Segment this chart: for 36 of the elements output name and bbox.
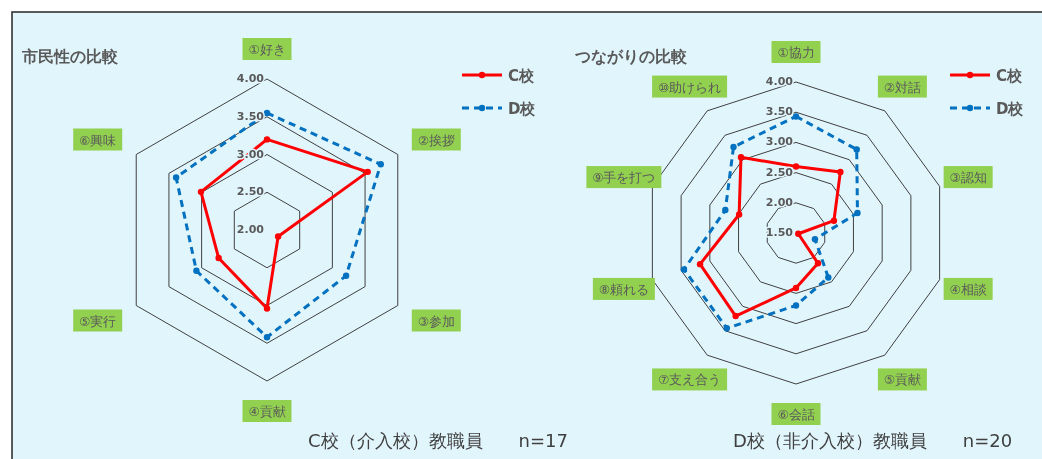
y-tick-label: 4.00 (236, 72, 265, 85)
spoke-label: ⑩助けられ (658, 79, 722, 95)
spoke-label: ④相談 (949, 281, 987, 297)
spoke-label: ①協力 (777, 45, 815, 60)
spoke-label: ⑦支え合う (658, 372, 722, 388)
legend-entry: C校 (950, 67, 1022, 85)
chart-title: 市民性の比較 (21, 47, 119, 66)
spoke-label: ④貢献 (248, 404, 286, 419)
spoke-label: ⑤実行 (79, 313, 117, 329)
y-tick-label: 2.50 (236, 185, 265, 199)
legend-label: D校 (996, 100, 1025, 118)
legend-label: D校 (508, 100, 537, 118)
text: D校（非介入校）教職員 n=20 (733, 430, 1013, 451)
legend-entry: D校 (950, 100, 1024, 118)
y-tick-label: 2.50 (765, 165, 794, 179)
spoke-label: ⑨手を打つ (592, 170, 656, 186)
spoke-label: ②挨拶 (417, 132, 455, 148)
y-tick-label: 4.00 (765, 75, 794, 88)
spoke-label: ③認知 (949, 170, 987, 186)
legend-label: C校 (996, 67, 1024, 85)
spoke-label: ⑥会話 (777, 407, 815, 422)
y-tick-label: 3.50 (765, 105, 794, 119)
y-tick-label: 2.00 (236, 223, 265, 236)
legend-entry: C校 (462, 67, 534, 85)
spoke-label: ③参加 (417, 313, 455, 329)
chart-title: つながりの比較 (574, 47, 688, 66)
legend-label: C校 (508, 67, 536, 85)
spoke-label: ⑥興味 (79, 132, 117, 148)
spoke-label: ②対話 (883, 79, 921, 95)
legend-entry: D校 (462, 100, 536, 118)
spoke-label: ⑤貢献 (883, 372, 921, 388)
y-tick-label: 3.00 (765, 135, 794, 149)
text: C校（介入校）教職員 n=17 (308, 430, 568, 451)
y-tick-label: 2.00 (765, 195, 794, 209)
spoke-label: ①好き (248, 42, 286, 57)
spoke-label: ⑧頼れる (598, 281, 649, 297)
